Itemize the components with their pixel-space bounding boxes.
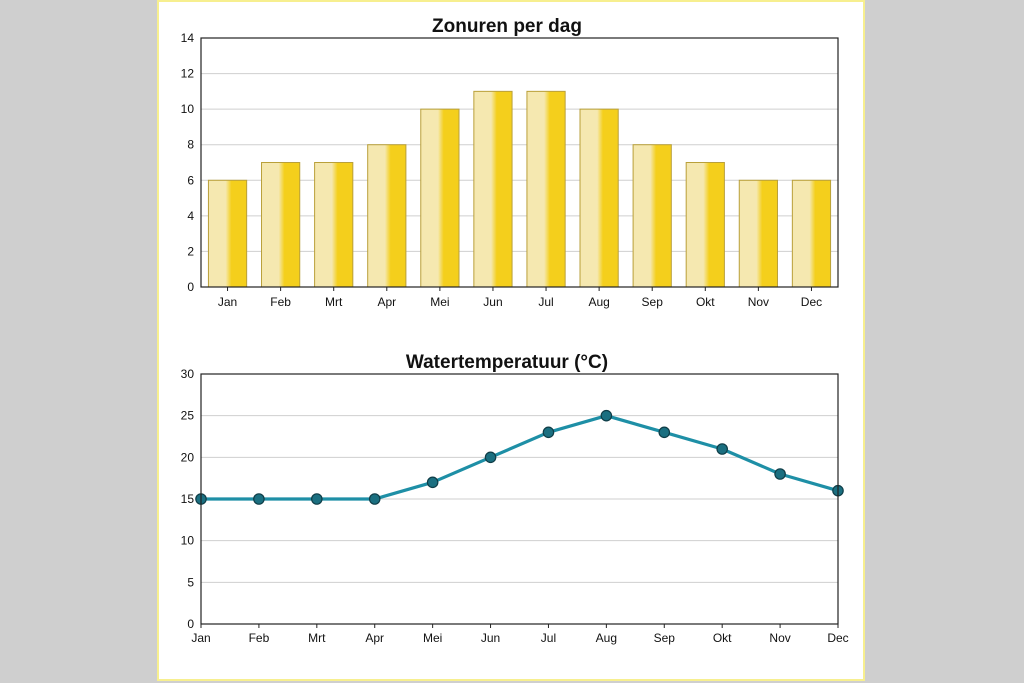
bar-x-tick-label: Jul [538, 295, 553, 309]
bar-x-tick-label: Jun [483, 295, 502, 309]
line-x-tick-label: Mrt [308, 631, 326, 645]
line-y-tick-label: 5 [187, 575, 194, 589]
temperature-point-mrt [311, 493, 323, 505]
line-x-tick-label: Dec [827, 631, 848, 645]
bar-y-tick-label: 0 [187, 280, 194, 294]
line-x-tick-label: Jun [481, 631, 500, 645]
bar-x-tick-label: Mrt [325, 295, 343, 309]
temperature-point-aug [600, 409, 613, 422]
temperature-point-feb [253, 493, 265, 505]
water-temperature-line-chart: Watertemperatuur (°C) 0 5 10 15 20 25 30 Jan Fe… [181, 352, 849, 645]
line-y-tick-label: 10 [181, 534, 195, 548]
temperature-point-sep [658, 426, 671, 439]
bar-y-tick-label: 12 [181, 67, 195, 81]
line-y-tick-label: 25 [181, 409, 195, 423]
line-x-tick-label: Jul [541, 631, 556, 645]
line-x-tick-label: Aug [596, 631, 617, 645]
bar-aug [579, 108, 619, 288]
temperature-point-nov [774, 468, 786, 480]
line-y-tick-label: 30 [181, 367, 195, 381]
bar-jul [526, 90, 566, 288]
line-plot-frame [200, 373, 839, 625]
temperature-point-jul [542, 426, 555, 439]
line-y-tick-label: 0 [187, 617, 194, 631]
temperature-point-okt [716, 443, 728, 455]
bar-jun [473, 90, 513, 288]
line-x-tick-label: Apr [365, 631, 384, 645]
bar-chart-title: Zonuren per dag [432, 16, 582, 37]
bar-x-tick-label: Dec [801, 295, 822, 309]
bar-x-tick-label: Aug [588, 295, 609, 309]
temperature-series-line [201, 414, 839, 501]
bar-mei [420, 108, 460, 288]
line-x-tick-label: Sep [654, 631, 676, 645]
bar-x-tick-label: Mei [430, 295, 449, 309]
bar-plot-frame [200, 37, 839, 288]
bar-x-tick-label: Okt [696, 295, 715, 309]
line-x-tick-label: Mei [423, 631, 442, 645]
bar-x-tick-label: Apr [377, 295, 396, 309]
bar-nov [738, 179, 778, 288]
bar-feb [261, 162, 301, 288]
bar-okt [685, 162, 725, 288]
bar-x-tick-label: Sep [642, 295, 664, 309]
bar-sep [632, 144, 672, 288]
bar-y-tick-label: 2 [187, 244, 194, 258]
bar-mrt [314, 162, 354, 288]
bar-x-tick-label: Jan [218, 295, 237, 309]
temperature-point-mei [426, 476, 439, 489]
bar-y-tick-label: 8 [187, 138, 194, 152]
line-chart-title: Watertemperatuur (°C) [406, 352, 608, 373]
line-x-tick-label: Jan [191, 631, 210, 645]
temperature-point-jun [484, 451, 497, 464]
bar-jan [207, 179, 248, 288]
bar-y-tick-label: 10 [181, 102, 195, 116]
sunshine-bar-chart: Zonuren per dag 0 2 4 6 8 10 12 14 Jan Feb Mrt Apr… [181, 16, 839, 309]
line-x-tick-label: Okt [713, 631, 732, 645]
line-x-tick-label: Nov [769, 631, 790, 645]
bar-x-tick-label: Feb [270, 295, 291, 309]
line-y-tick-label: 20 [181, 450, 195, 464]
bar-y-tick-label: 6 [187, 173, 194, 187]
temperature-point-apr [368, 493, 381, 505]
bar-x-tick-label: Nov [748, 295, 769, 309]
bar-dec [791, 179, 832, 288]
line-y-tick-label: 15 [181, 492, 195, 506]
line-x-tick-label: Feb [249, 631, 270, 645]
bar-y-tick-label: 14 [181, 31, 195, 45]
bar-apr [367, 144, 407, 288]
bar-y-tick-label: 4 [187, 209, 194, 223]
